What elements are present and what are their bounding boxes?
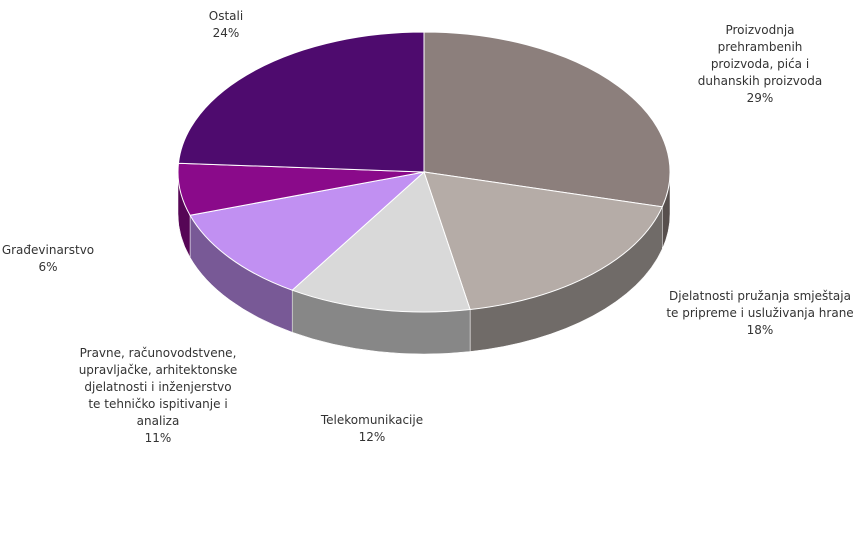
slice (189, 171, 426, 291)
category-name: Ostali (208, 9, 244, 23)
slice-label: Ostali 24% (176, 8, 276, 42)
category-name: Djelatnosti pružanja smještaja te pripre… (666, 289, 854, 320)
category-name: Pravne, računovodstvene, upravljačke, ar… (78, 346, 238, 428)
slice (423, 171, 664, 311)
slice (291, 171, 471, 313)
slice (423, 31, 671, 208)
value-label: 12% (358, 430, 386, 444)
slice-label: Građevinarstvo 6% (0, 242, 113, 276)
value-label: 11% (144, 431, 172, 445)
category-name: Telekomunikacije (320, 413, 424, 427)
category-name: Građevinarstvo (1, 243, 95, 257)
value-label: 24% (212, 26, 240, 40)
slice-label: Pravne, računovodstvene, upravljačke, ar… (78, 345, 238, 447)
slice (177, 31, 425, 173)
slice-label: Djelatnosti pružanja smještaja te pripre… (665, 288, 855, 339)
value-label: 29% (746, 91, 774, 105)
value-label: 18% (746, 323, 774, 337)
category-name: Proizvodnja prehrambenih proizvoda, pića… (697, 23, 823, 88)
slice-label: Proizvodnja prehrambenih proizvoda, pića… (685, 22, 835, 107)
value-label: 6% (38, 260, 58, 274)
slice-label: Telekomunikacije 12% (292, 412, 452, 446)
